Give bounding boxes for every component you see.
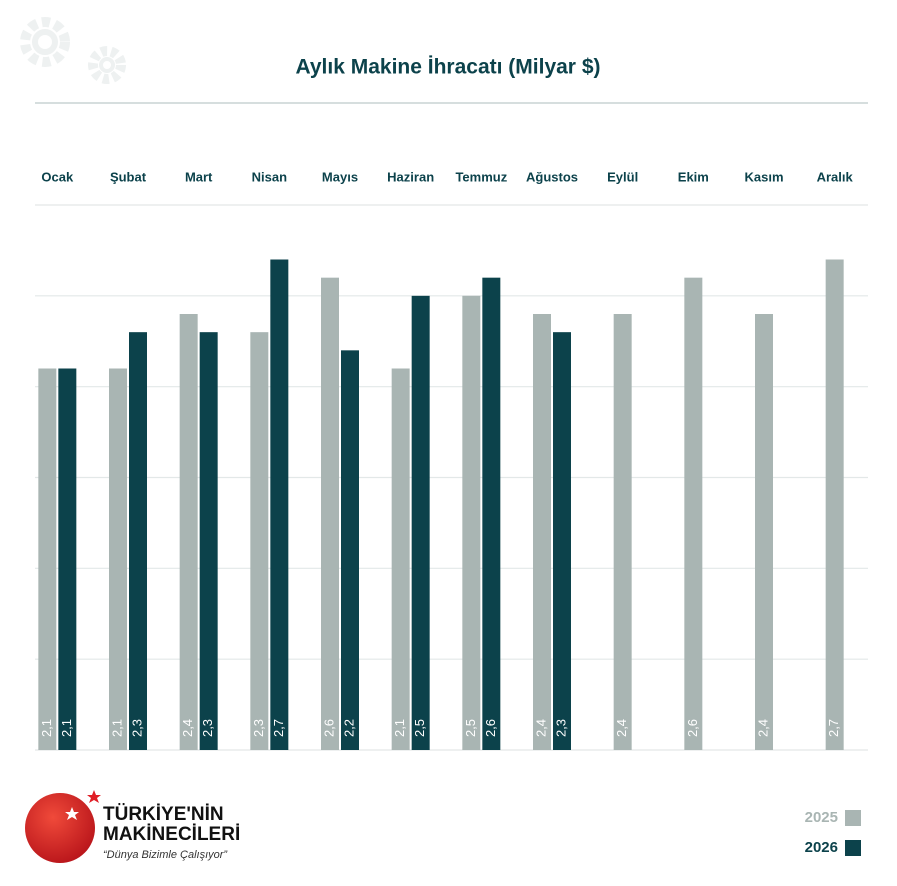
value-label: 2,3 — [553, 719, 568, 737]
bar — [533, 314, 551, 750]
legend-swatch — [845, 810, 861, 826]
value-label: 2,5 — [412, 719, 427, 737]
x-tick-label: Ocak — [41, 169, 74, 184]
x-tick-label: Nisan — [252, 169, 287, 184]
value-label: 2,2 — [341, 719, 356, 737]
bar — [129, 332, 147, 750]
x-tick-label: Haziran — [387, 169, 434, 184]
value-label: 2,1 — [39, 719, 54, 737]
bar — [199, 332, 218, 750]
value-label: 2,1 — [109, 719, 124, 737]
gear-decoration — [20, 17, 126, 84]
value-label: 2,6 — [483, 719, 498, 737]
value-label: 2,4 — [614, 719, 629, 737]
bar — [482, 277, 501, 750]
brand-name: TÜRKİYE'NİN — [103, 804, 224, 825]
bar — [250, 332, 269, 750]
value-label: 2,3 — [251, 719, 266, 737]
bar — [321, 277, 339, 750]
x-tick-label: Aralık — [817, 169, 854, 184]
bar — [341, 350, 359, 750]
bar — [58, 368, 77, 750]
value-label: 2,4 — [755, 719, 770, 737]
x-tick-label: Ekim — [678, 169, 709, 184]
value-label: 2,4 — [180, 719, 195, 737]
x-tick-label: Kasım — [744, 169, 783, 184]
x-tick-label: Mart — [185, 169, 213, 184]
bar — [462, 295, 481, 750]
value-label: 2,7 — [826, 719, 841, 737]
value-label: 2,3 — [200, 719, 215, 737]
logo: TÜRKİYE'NİN MAKİNECİLERİ “Dünya Bizimle … — [25, 790, 240, 863]
x-tick-label: Temmuz — [455, 169, 507, 184]
bar — [825, 259, 844, 750]
value-label: 2,7 — [271, 719, 286, 737]
legend-label: 2026 — [805, 839, 838, 856]
x-tick-label: Ağustos — [526, 169, 578, 184]
x-tick-label: Mayıs — [322, 169, 358, 184]
value-label: 2,6 — [685, 719, 700, 737]
value-label: 2,1 — [392, 719, 407, 737]
bar — [411, 295, 430, 750]
bar — [684, 277, 703, 750]
bar — [270, 259, 289, 750]
bar — [613, 314, 632, 750]
value-label: 2,6 — [321, 719, 336, 737]
value-label: 2,3 — [129, 719, 144, 737]
bar — [179, 314, 198, 750]
value-label: 2,5 — [463, 719, 478, 737]
x-tick-label: Eylül — [607, 169, 638, 184]
bar — [755, 314, 773, 750]
legend-swatch — [845, 840, 861, 856]
bar — [391, 368, 410, 750]
brand-tagline: “Dünya Bizimle Çalışıyor” — [103, 849, 228, 861]
legend-label: 2025 — [805, 809, 838, 826]
value-label: 2,4 — [533, 719, 548, 737]
bar — [109, 368, 127, 750]
bar — [38, 368, 57, 750]
value-label: 2,1 — [59, 719, 74, 737]
chart-title: Aylık Makine İhracatı (Milyar $) — [295, 56, 600, 79]
x-tick-label: Şubat — [110, 169, 147, 184]
brand-name: MAKİNECİLERİ — [103, 824, 240, 845]
bar — [553, 332, 571, 750]
